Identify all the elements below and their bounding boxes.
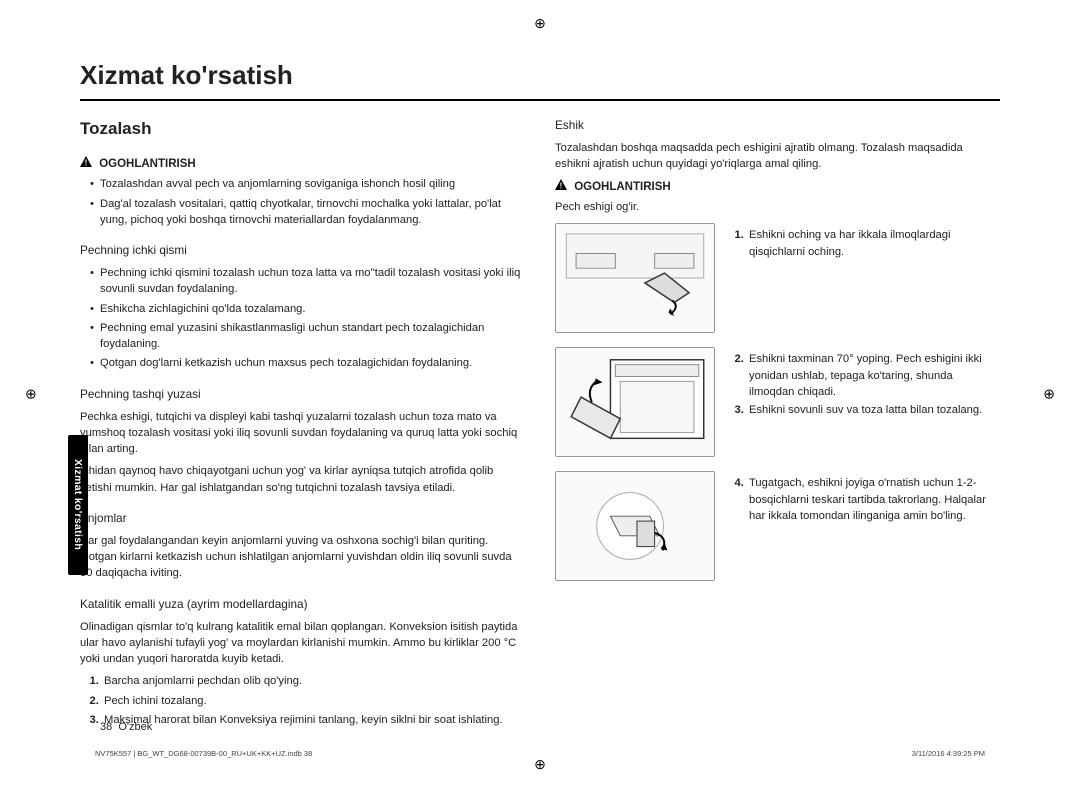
list-item: Barcha anjomlarni pechdan olib qo'ying.	[102, 673, 525, 689]
list-item: Pechning emal yuzasini shikastlanmasligi…	[90, 320, 525, 352]
crop-mark-bottom: ⊕	[534, 756, 546, 773]
step-4-text: Tugatgach, eshikni joyiga o'rnatish uchu…	[729, 471, 1000, 581]
warning-row: ! OGOHLANTIRISH	[555, 179, 1000, 196]
list-item: Pechning ichki qismini tozalash uchun to…	[90, 265, 525, 297]
warning-icon: !	[80, 156, 92, 173]
step-4-figure	[555, 471, 715, 581]
para: Tozalashdan boshqa maqsadda pech eshigin…	[555, 140, 1000, 172]
title-rule	[80, 99, 1000, 101]
warning-icon: !	[555, 179, 567, 196]
crop-mark-right: ⊕	[1043, 386, 1055, 403]
warning-list: Tozalashdan avval pech va anjomlarning s…	[80, 176, 525, 228]
print-footer: NV75K557 | BG_WT_DG68-00739B-00_RU+UK+KK…	[95, 749, 985, 758]
subhead-catalytic: Katalitik emalli yuza (ayrim modellardag…	[80, 596, 525, 613]
manual-page: ⊕ ⊕ ⊕ ⊕ Xizmat ko'rsatish Xizmat ko'rsat…	[0, 0, 1080, 788]
page-number: 38	[100, 721, 112, 733]
step-1-figure	[555, 223, 715, 333]
para: Olinadigan qismlar to'q kulrang kataliti…	[80, 619, 525, 668]
para: Pechka eshigi, tutqichi va displeyi kabi…	[80, 409, 525, 458]
step-1-text: Eshikni oching va har ikkala ilmoqlardag…	[729, 223, 1000, 333]
door-steps: Eshikni oching va har ikkala ilmoqlardag…	[555, 223, 1000, 581]
subhead-door: Eshik	[555, 117, 1000, 134]
right-column: Eshik Tozalashdan boshqa maqsadda pech e…	[555, 117, 1000, 731]
warn-line: Pech eshigi og'ir.	[555, 199, 1000, 215]
inner-list: Pechning ichki qismini tozalash uchun to…	[80, 265, 525, 371]
crop-mark-top: ⊕	[534, 15, 546, 32]
para: Har gal foydalangandan keyin anjomlarni …	[80, 533, 525, 582]
print-filename: NV75K557 | BG_WT_DG68-00739B-00_RU+UK+KK…	[95, 749, 312, 758]
warning-label: OGOHLANTIRISH	[99, 158, 195, 170]
list-item: Maksimal harorat bilan Konveksiya rejimi…	[102, 712, 525, 728]
side-tab: Xizmat ko'rsatish	[68, 435, 88, 575]
side-tab-label: Xizmat ko'rsatish	[72, 459, 84, 550]
left-column: Tozalash ! OGOHLANTIRISH Tozalashdan avv…	[80, 117, 525, 731]
step-2-figure	[555, 347, 715, 457]
step-2-3-text: Eshikni taxminan 70° yoping. Pech eshigi…	[729, 347, 1000, 457]
list-item: Eshikni sovunli suv va toza latta bilan …	[747, 402, 1000, 418]
list-item: Dag'al tozalash vositalari, qattiq chyot…	[90, 196, 525, 228]
section-title: Tozalash	[80, 117, 525, 142]
svg-text:!: !	[85, 158, 88, 167]
list-item: Eshikcha zichlagichini qo'lda tozalamang…	[90, 301, 525, 317]
subhead-acc: Anjomlar	[80, 510, 525, 527]
subhead-outer: Pechning tashqi yuzasi	[80, 386, 525, 403]
page-lang: O'zbek	[118, 721, 152, 733]
list-item: Tozalashdan avval pech va anjomlarning s…	[90, 176, 525, 192]
list-item: Qotgan dog'larni ketkazish uchun maxsus …	[90, 355, 525, 371]
subhead-inner: Pechning ichki qismi	[80, 242, 525, 259]
crop-mark-left: ⊕	[25, 386, 37, 403]
page-title: Xizmat ko'rsatish	[80, 60, 1000, 91]
page-footer: 38 O'zbek	[100, 721, 152, 733]
list-item: Eshikni oching va har ikkala ilmoqlardag…	[747, 227, 1000, 259]
warning-label: OGOHLANTIRISH	[574, 181, 670, 193]
list-item: Tugatgach, eshikni joyiga o'rnatish uchu…	[747, 475, 1000, 524]
para: Ichidan qaynoq havo chiqayotgani uchun y…	[80, 463, 525, 495]
list-item: Pech ichini tozalang.	[102, 693, 525, 709]
list-item: Eshikni taxminan 70° yoping. Pech eshigi…	[747, 351, 1000, 400]
svg-text:!: !	[560, 181, 563, 190]
catalytic-steps: Barcha anjomlarni pechdan olib qo'ying. …	[80, 673, 525, 728]
content-columns: Tozalash ! OGOHLANTIRISH Tozalashdan avv…	[80, 117, 1000, 731]
warning-row: ! OGOHLANTIRISH	[80, 156, 525, 173]
print-timestamp: 3/11/2016 4:39:25 PM	[912, 749, 985, 758]
